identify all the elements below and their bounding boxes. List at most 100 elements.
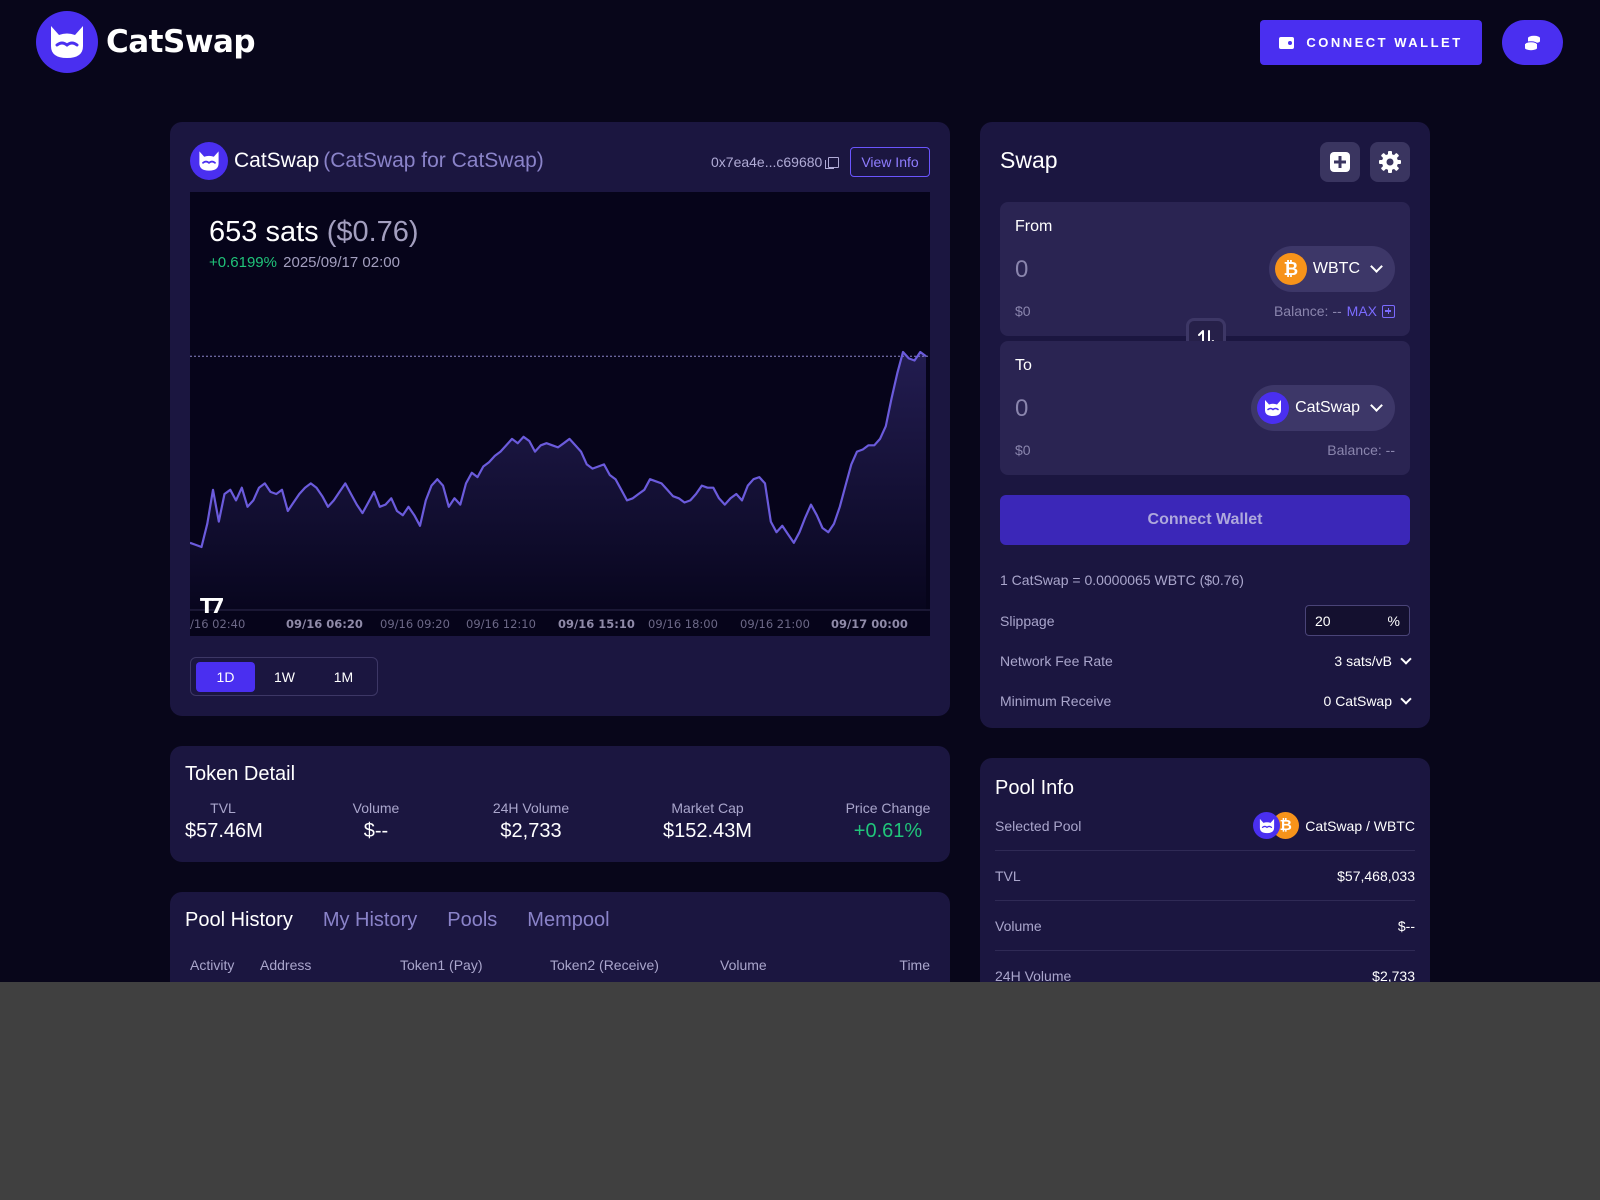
- from-label: From: [1015, 218, 1053, 235]
- tab-mempool[interactable]: Mempool: [527, 909, 610, 931]
- to-amount-input[interactable]: 0: [1015, 395, 1029, 422]
- pool-row-value: $57,468,033: [1337, 867, 1415, 884]
- price-chart[interactable]: /16 02:40 09/16 06:20 09/16 09:20 09/16 12:…: [190, 192, 930, 636]
- minimum-receive-select[interactable]: 0 CatSwap: [1323, 692, 1412, 709]
- range-1d-button[interactable]: 1D: [196, 661, 255, 692]
- token-name: CatSwap: [234, 149, 320, 172]
- stat-tvl: TVL $57.46M: [185, 800, 263, 843]
- pool-row-value: $2,733: [1372, 967, 1415, 983]
- from-token-symbol: WBTC: [1312, 260, 1360, 277]
- stat-label: Volume: [352, 800, 400, 816]
- range-selector: 1D 1W 1M: [190, 657, 378, 696]
- pool-row-label: TVL: [995, 867, 1021, 884]
- pool-row-volume: Volume $--: [995, 901, 1415, 951]
- to-token-select[interactable]: CatSwap: [1251, 385, 1395, 431]
- from-token-select[interactable]: ₿ WBTC: [1268, 246, 1395, 292]
- column-token1: Token1 (Pay): [400, 957, 483, 973]
- stat-label: Price Change: [845, 800, 931, 816]
- network-fee-select[interactable]: 3 sats/vB: [1334, 652, 1412, 669]
- tab-my-history[interactable]: My History: [322, 909, 418, 931]
- token-address[interactable]: 0x7ea4e...c69680: [711, 154, 840, 170]
- tab-pools[interactable]: Pools: [447, 909, 498, 931]
- copy-icon[interactable]: [825, 156, 840, 169]
- from-amount-input[interactable]: 0: [1015, 256, 1029, 283]
- stat-24h-volume: 24H Volume $2,733: [486, 800, 576, 843]
- minimum-receive-label: Minimum Receive: [1000, 693, 1112, 709]
- add-token-icon[interactable]: [1382, 304, 1395, 318]
- column-volume: Volume: [720, 957, 767, 973]
- exchange-rate: 1 CatSwap = 0.0000065 WBTC ($0.76): [1000, 572, 1244, 588]
- slippage-unit: %: [1387, 612, 1400, 629]
- connect-wallet-button[interactable]: Connect Wallet: [1000, 495, 1410, 545]
- plus-square-icon: [1330, 152, 1350, 172]
- pool-row-label: 24H Volume: [995, 967, 1072, 983]
- history-card: Pool History My History Pools Mempool Ac…: [170, 892, 950, 982]
- x-tick-label: 09/16 15:10: [558, 617, 635, 631]
- column-address: Address: [260, 957, 312, 973]
- to-balance: Balance: --: [1327, 442, 1395, 458]
- to-usd-value: $0: [1015, 442, 1031, 458]
- stat-value: $--: [363, 820, 389, 842]
- slippage-label: Slippage: [1000, 613, 1055, 629]
- coins-menu-button[interactable]: [1502, 20, 1563, 65]
- to-balance-text: Balance: --: [1327, 442, 1395, 458]
- stat-value: +0.61%: [853, 820, 923, 842]
- column-activity: Activity: [190, 957, 235, 973]
- current-price: 653 sats ($0.76): [209, 216, 419, 249]
- range-1w-button[interactable]: 1W: [274, 668, 295, 685]
- x-tick-label: 09/16 09:20: [380, 617, 450, 631]
- network-fee-value: 3 sats/vB: [1334, 653, 1392, 669]
- cat-logo-icon: [36, 11, 98, 73]
- token-address-text: 0x7ea4e...c69680: [711, 154, 823, 170]
- pool-row-selected: Selected Pool ₿ CatSwap / WBTC: [995, 801, 1415, 851]
- brand-logo[interactable]: CatSwap: [36, 11, 256, 73]
- from-box: From 0 $0 Balance: -- MAX ₿ WBTC: [1000, 202, 1410, 336]
- to-label: To: [1015, 357, 1032, 374]
- minimum-receive-value: 0 CatSwap: [1323, 693, 1392, 709]
- pool-row-tvl: TVL $57,468,033: [995, 851, 1415, 901]
- max-button[interactable]: MAX: [1346, 303, 1377, 319]
- x-tick-label: /16 02:40: [190, 617, 245, 631]
- x-tick-label: 09/16 06:20: [286, 617, 363, 631]
- stat-value: $2,733: [500, 820, 562, 842]
- stat-price-change: Price Change +0.61%: [842, 800, 934, 843]
- bitcoin-icon: ₿: [1274, 253, 1307, 285]
- catswap-token-icon: [1257, 392, 1290, 424]
- swap-title: Swap: [1000, 147, 1058, 173]
- connect-wallet-header-button[interactable]: CONNECT WALLET: [1260, 20, 1482, 65]
- add-liquidity-button[interactable]: [1320, 142, 1360, 182]
- x-tick-label: 09/17 00:00: [831, 617, 908, 631]
- stat-label: 24H Volume: [492, 800, 570, 816]
- price-chart-svg: /16 02:40 09/16 06:20 09/16 09:20 09/16 12:…: [190, 350, 930, 631]
- stat-volume: Volume $--: [336, 800, 416, 843]
- pool-row-value: CatSwap / WBTC: [1305, 817, 1415, 834]
- slippage-value: 20: [1315, 612, 1331, 629]
- stat-value: $57.46M: [185, 820, 263, 842]
- range-1m-button[interactable]: 1M: [333, 668, 354, 685]
- pool-info-card: Pool Info Selected Pool ₿ CatSwap / WBTC…: [980, 758, 1430, 982]
- tab-pool-history[interactable]: Pool History: [185, 909, 293, 931]
- stat-market-cap: Market Cap $152.43M: [660, 800, 755, 843]
- chevron-down-icon: [1370, 260, 1383, 273]
- price-change-line: +0.6199% 2025/09/17 02:00: [209, 254, 400, 271]
- column-token2: Token2 (Receive): [550, 957, 659, 973]
- chevron-down-icon: [1400, 692, 1412, 705]
- selected-pool[interactable]: ₿ CatSwap / WBTC: [1253, 812, 1415, 839]
- tradingview-logo[interactable]: T7: [200, 594, 225, 618]
- slippage-input[interactable]: 20 %: [1305, 605, 1410, 636]
- x-tick-label: 09/16 18:00: [648, 617, 718, 631]
- view-info-button[interactable]: View Info: [850, 147, 930, 177]
- stat-label: Market Cap: [671, 800, 744, 816]
- app-viewport: CatSwap CONNECT WALLET CatSwap (CatSwap …: [0, 0, 1600, 982]
- token-subtitle: (CatSwap for CatSwap): [323, 149, 544, 172]
- chevron-down-icon: [1400, 652, 1412, 665]
- x-tick-label: 09/16 12:10: [466, 617, 536, 631]
- price-change-percent: +0.6199%: [209, 254, 277, 271]
- x-tick-label: 09/16 21:00: [740, 617, 810, 631]
- swap-settings-button[interactable]: [1370, 142, 1410, 182]
- coins-icon: [1524, 35, 1540, 50]
- brand-name: CatSwap: [106, 24, 256, 60]
- connect-wallet-label: CONNECT WALLET: [1306, 35, 1463, 50]
- price-usd: ($0.76): [326, 216, 419, 248]
- price-series-line: [190, 350, 927, 549]
